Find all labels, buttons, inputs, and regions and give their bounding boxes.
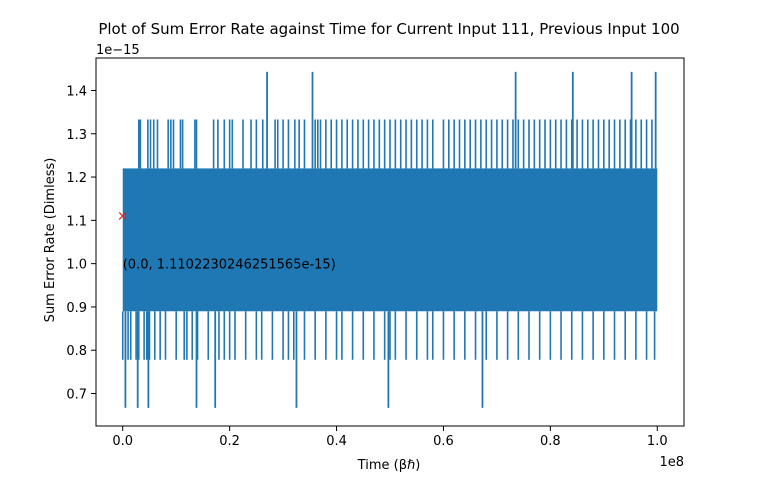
series-dense-band bbox=[122, 168, 658, 312]
y-offset-text: 1e−15 bbox=[96, 43, 140, 58]
axis-ticks: 0.0 0.2 0.4 0.6 0.8 1.0 0.7 0.8 0.9 1.0 1.1 1.2 1.3 1… bbox=[66, 84, 667, 449]
y-axis-label: Sum Error Rate (Dimless) bbox=[43, 158, 58, 323]
annotation-label: (0.0, 1.1102230246251565e-15) bbox=[123, 258, 336, 273]
y-tick-label: 0.8 bbox=[66, 344, 87, 359]
axes-frame bbox=[95, 57, 685, 427]
y-tick-label: 1.3 bbox=[66, 128, 87, 143]
x-tick-label: 0.8 bbox=[540, 434, 561, 449]
y-tick-label: 1.2 bbox=[66, 171, 87, 186]
y-tick-label: 1.0 bbox=[66, 258, 87, 273]
x-tick-label: 0.0 bbox=[112, 434, 133, 449]
x-axis-label: Time (βℏ) bbox=[357, 458, 421, 473]
y-tick-label: 1.4 bbox=[66, 84, 87, 99]
x-tick-label: 1.0 bbox=[647, 434, 668, 449]
x-offset-text: 1e8 bbox=[659, 455, 684, 470]
plot-area: (0.0, 1.1102230246251565e-15) bbox=[118, 71, 658, 408]
y-tick-label: 0.9 bbox=[66, 301, 87, 316]
x-tick-label: 0.2 bbox=[219, 434, 240, 449]
chart-title: Plot of Sum Error Rate against Time for … bbox=[98, 20, 679, 38]
y-tick-label: 0.7 bbox=[66, 388, 87, 403]
x-tick-label: 0.4 bbox=[326, 434, 347, 449]
x-tick-label: 0.6 bbox=[433, 434, 454, 449]
y-tick-label: 1.1 bbox=[66, 214, 87, 229]
marker-x-stroke-b bbox=[118, 211, 127, 220]
